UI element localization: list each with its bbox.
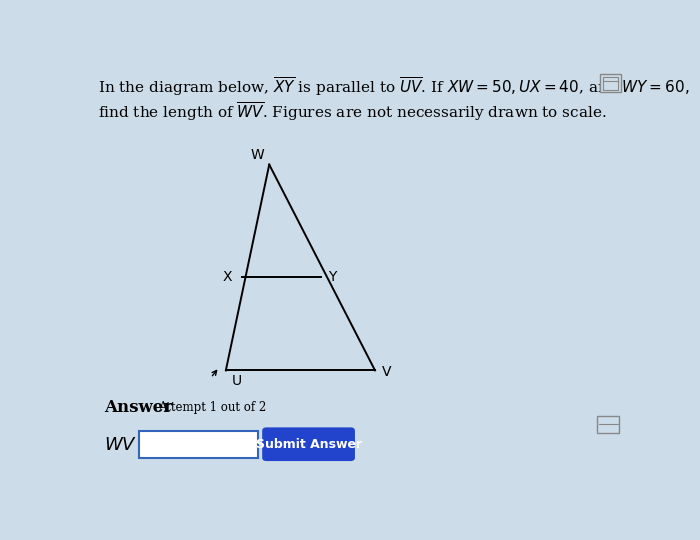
FancyBboxPatch shape [598,416,619,433]
FancyBboxPatch shape [603,77,617,90]
Text: Answer: Answer [104,400,172,416]
Text: find the length of $\overline{WV}$. Figures are not necessarily drawn to scale.: find the length of $\overline{WV}$. Figu… [98,100,607,123]
Text: Y: Y [328,270,337,284]
Text: Submit Answer: Submit Answer [256,438,362,451]
Text: $WV =$: $WV =$ [104,436,153,454]
Text: X: X [222,270,232,284]
Text: V: V [382,366,392,380]
FancyBboxPatch shape [600,75,621,92]
FancyBboxPatch shape [262,427,355,461]
Text: W: W [251,148,264,163]
FancyBboxPatch shape [139,431,258,458]
Text: Attempt 1 out of 2: Attempt 1 out of 2 [158,401,266,414]
Text: U: U [232,374,242,388]
Text: In the diagram below, $\overline{XY}$ is parallel to $\overline{UV}$. If $XW = 5: In the diagram below, $\overline{XY}$ is… [98,75,690,98]
